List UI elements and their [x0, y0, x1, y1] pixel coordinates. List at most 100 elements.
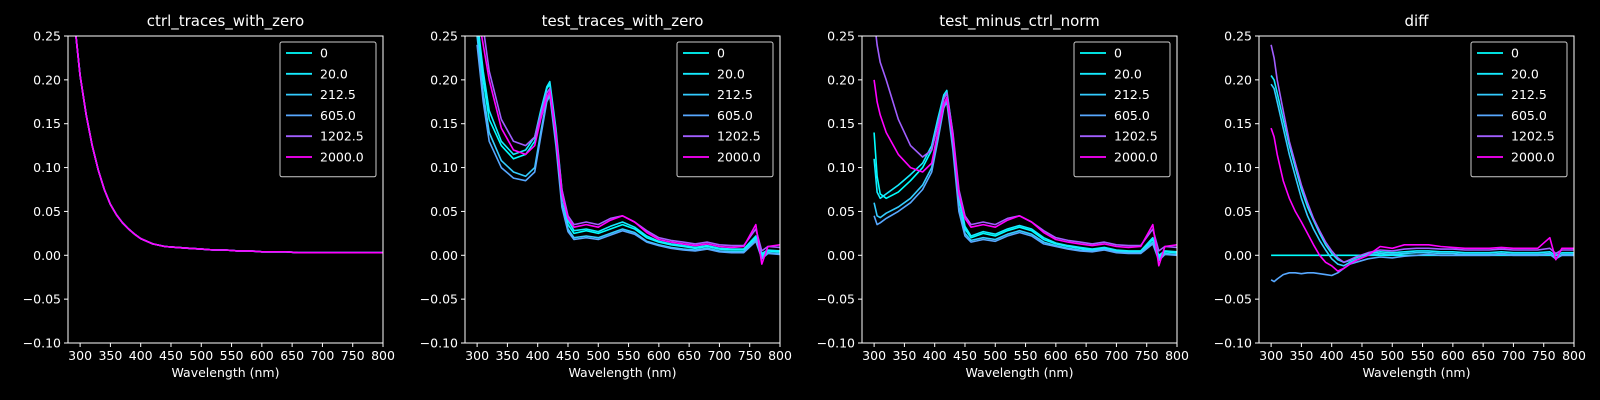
series-line-2000-0 — [873, 79, 1177, 267]
y-tick-label: 0.00 — [430, 248, 458, 263]
series-line-212-5 — [873, 98, 1177, 260]
legend-label: 605.0 — [320, 108, 356, 123]
legend: 0 20.0 212.5 605.0 1202.5 2000.0 — [1470, 41, 1568, 178]
x-tick-label: 400 — [526, 348, 550, 363]
y-tick-label: 0.15 — [1224, 116, 1252, 131]
y-tick-label: 0.25 — [33, 29, 61, 44]
y-tick-label: 0.20 — [1224, 72, 1252, 87]
x-tick-label: 600 — [1044, 348, 1068, 363]
legend-label: 212.5 — [1114, 87, 1150, 102]
x-tick-label: 550 — [1411, 348, 1435, 363]
y-tick-label: 0.15 — [33, 116, 61, 131]
x-tick-label: 650 — [1074, 348, 1098, 363]
series-line-605-0 — [476, 44, 780, 260]
x-tick-label: 300 — [68, 348, 92, 363]
x-tick-label: 450 — [953, 348, 977, 363]
x-tick-label: 600 — [647, 348, 671, 363]
legend-label: 1202.5 — [320, 129, 364, 144]
x-tick-label: 700 — [707, 348, 731, 363]
y-tick-label: 0.10 — [33, 160, 61, 175]
x-tick-label: 800 — [1165, 348, 1189, 363]
x-tick-label: 750 — [1532, 348, 1556, 363]
x-tick-label: 800 — [371, 348, 395, 363]
x-tick-label: 350 — [495, 348, 519, 363]
x-tick-label: 350 — [98, 348, 122, 363]
legend-label: 1202.5 — [1114, 129, 1158, 144]
x-tick-label: 800 — [1562, 348, 1586, 363]
x-tick-label: 300 — [465, 348, 489, 363]
y-tick-label: −0.05 — [23, 292, 61, 307]
series-group — [476, 36, 780, 265]
legend-label: 0 — [320, 46, 328, 61]
x-tick-label: 700 — [1501, 348, 1525, 363]
legend-label: 20.0 — [1114, 66, 1142, 81]
y-tick-label: 0.15 — [430, 116, 458, 131]
x-tick-label: 350 — [892, 348, 916, 363]
x-tick-label: 750 — [1135, 348, 1159, 363]
x-tick-label: 800 — [768, 348, 792, 363]
legend-label: 20.0 — [717, 66, 745, 81]
x-tick-label: 700 — [310, 348, 334, 363]
x-tick-label: 550 — [1014, 348, 1038, 363]
y-tick-label: 0.00 — [1224, 248, 1252, 263]
x-tick-label: 450 — [159, 348, 183, 363]
x-axis-label: Wavelength (nm) — [172, 365, 280, 380]
series-line-212-5 — [1270, 83, 1574, 267]
chart-title: test_minus_ctrl_norm — [939, 12, 1100, 31]
chart-panel-diff: diff 300 350 400 450 500 550 600 650 700 750 800 −0.… — [1214, 12, 1586, 380]
y-tick-label: −0.05 — [817, 292, 855, 307]
y-tick-label: 0.10 — [430, 160, 458, 175]
series-line-605-0 — [1270, 253, 1574, 283]
legend-label: 212.5 — [717, 87, 753, 102]
series-line-20-0 — [1270, 75, 1574, 264]
y-tick-label: 0.25 — [1224, 29, 1252, 44]
x-tick-label: 300 — [862, 348, 886, 363]
x-tick-label: 300 — [1259, 348, 1283, 363]
y-tick-label: −0.05 — [420, 292, 458, 307]
y-tick-label: 0.05 — [827, 204, 855, 219]
legend-label: 212.5 — [320, 87, 356, 102]
x-tick-label: 750 — [341, 348, 365, 363]
x-axis-label: Wavelength (nm) — [966, 365, 1074, 380]
y-tick-label: 0.00 — [33, 248, 61, 263]
y-tick-label: 0.20 — [827, 72, 855, 87]
series-group — [75, 36, 383, 254]
x-tick-label: 500 — [983, 348, 1007, 363]
x-tick-label: 350 — [1289, 348, 1313, 363]
x-tick-label: 650 — [280, 348, 304, 363]
series-line-1202-5 — [483, 36, 780, 252]
legend-label: 2000.0 — [717, 150, 761, 165]
x-tick-label: 400 — [1320, 348, 1344, 363]
legend-label: 2000.0 — [1511, 150, 1555, 165]
legend-frame — [1073, 41, 1171, 178]
series-line-20-0 — [873, 89, 1177, 257]
legend-label: 605.0 — [717, 108, 753, 123]
series-line-1202-5 — [1270, 44, 1574, 264]
x-tick-label: 450 — [556, 348, 580, 363]
axes-frame — [861, 35, 1178, 344]
series-group — [1270, 44, 1574, 283]
x-tick-label: 450 — [1350, 348, 1374, 363]
legend-label: 1202.5 — [1511, 129, 1555, 144]
series-line-0 — [873, 92, 1177, 258]
legend-label: 0 — [717, 46, 725, 61]
series-line-2000-0 — [480, 36, 780, 265]
series-line-2000-0 — [75, 36, 383, 254]
y-tick-label: 0.25 — [430, 29, 458, 44]
axes-frame — [1258, 35, 1575, 344]
y-tick-label: −0.10 — [420, 336, 458, 351]
series-group — [873, 36, 1177, 267]
x-tick-label: 750 — [738, 348, 762, 363]
x-tick-label: 500 — [189, 348, 213, 363]
legend-frame — [279, 41, 377, 178]
legend-label: 20.0 — [320, 66, 348, 81]
legend: 0 20.0 212.5 605.0 1202.5 2000.0 — [676, 41, 774, 178]
chart-title: test_traces_with_zero — [542, 12, 704, 31]
y-tick-label: 0.05 — [33, 204, 61, 219]
legend-frame — [1470, 41, 1568, 178]
legend-frame — [676, 41, 774, 178]
x-tick-label: 550 — [617, 348, 641, 363]
chart-panel-test-minus-ctrl-norm: test_minus_ctrl_norm 300 350 400 450 500 550 60… — [817, 12, 1189, 380]
series-line-605-0 — [873, 101, 1177, 262]
